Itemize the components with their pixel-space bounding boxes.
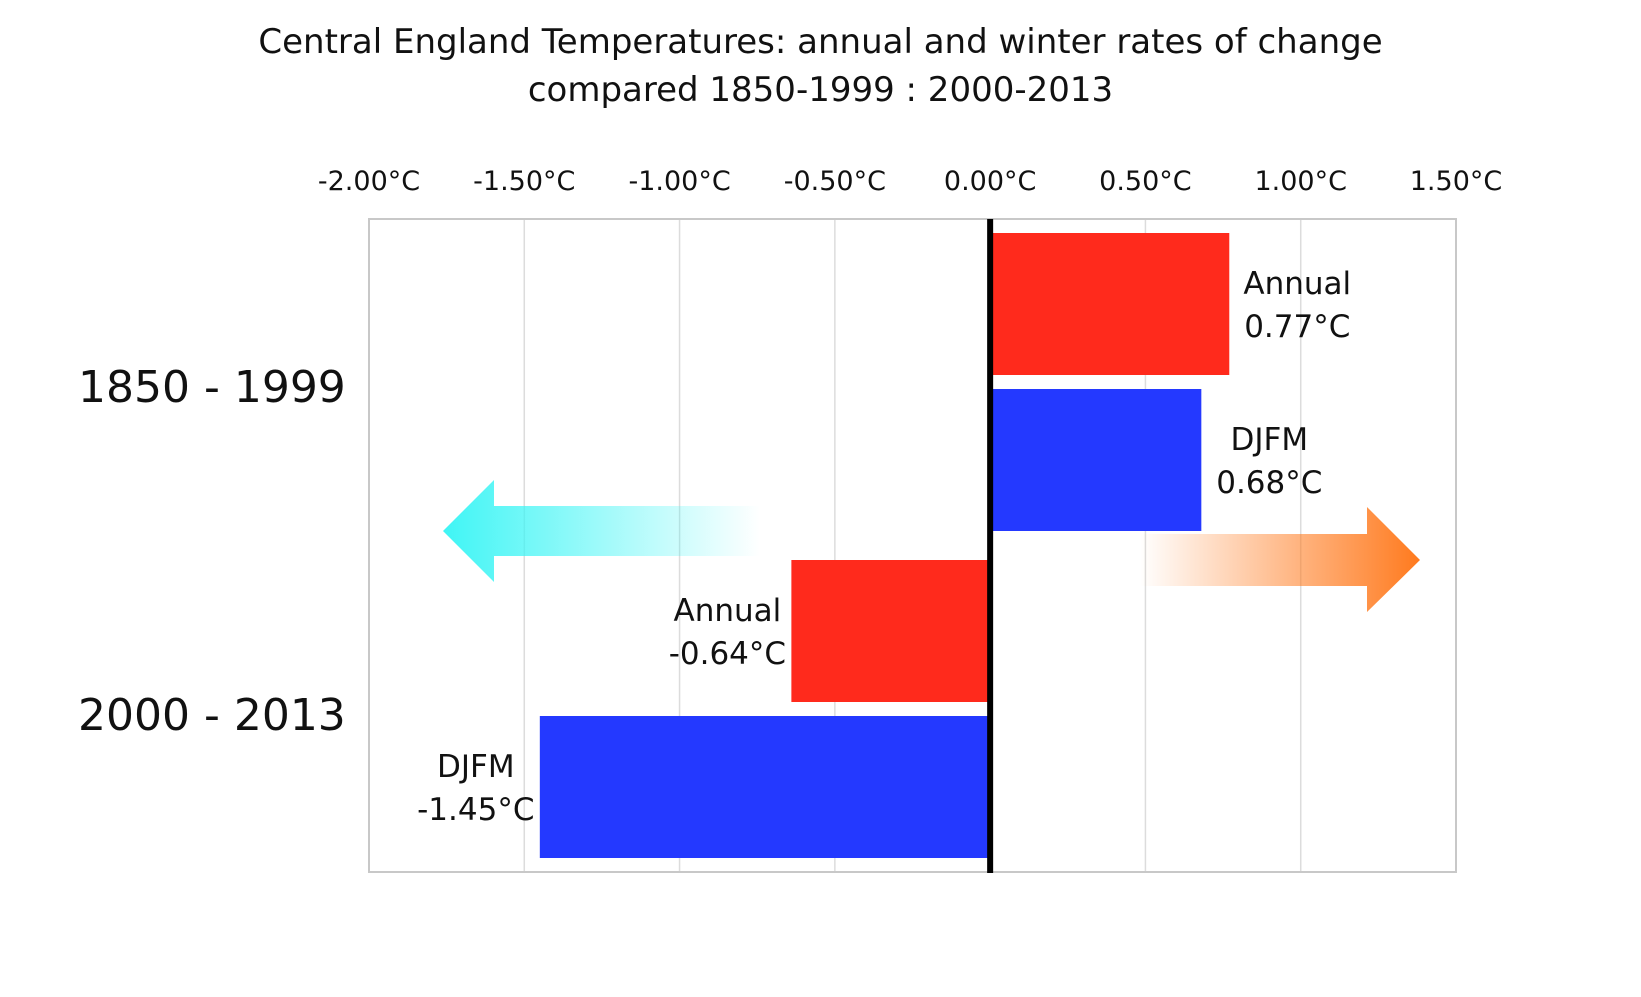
bar-annual-1850-1999 (990, 233, 1230, 375)
x-tick-label: -0.50°C (784, 166, 886, 197)
bar-annual-2000-2013 (791, 560, 991, 702)
x-tick-label: 0.50°C (1099, 166, 1191, 197)
data-label: -1.45°C (417, 792, 534, 828)
group-label-2000-2013: 2000 - 2013 (78, 690, 346, 741)
group-label-1850-1999: 1850 - 1999 (78, 362, 346, 413)
x-tick-label: -1.50°C (473, 166, 575, 197)
cooling-arrow (443, 480, 760, 582)
plot-area (368, 218, 1457, 873)
bar-djfm-2000-2013 (539, 716, 991, 858)
x-tick-label: -2.00°C (318, 166, 420, 197)
data-label: 0.68°C (1216, 465, 1322, 501)
series-name-label: Annual (673, 593, 781, 629)
warming-arrow (1140, 507, 1420, 612)
chart-title: Central England Temperatures: annual and… (258, 22, 1383, 62)
chart-subtitle: compared 1850-1999 : 2000-2013 (527, 70, 1114, 110)
data-label: 0.77°C (1244, 309, 1350, 345)
bar-djfm-1850-1999 (990, 389, 1202, 531)
data-label: -0.64°C (669, 636, 786, 672)
x-tick-label: 0.00°C (944, 166, 1036, 197)
x-tick-label: 1.00°C (1254, 166, 1346, 197)
x-tick-label: 1.50°C (1410, 166, 1502, 197)
series-name-label: DJFM (437, 749, 515, 785)
series-name-label: DJFM (1231, 422, 1309, 458)
series-name-label: Annual (1243, 266, 1351, 302)
x-tick-label: -1.00°C (628, 166, 730, 197)
